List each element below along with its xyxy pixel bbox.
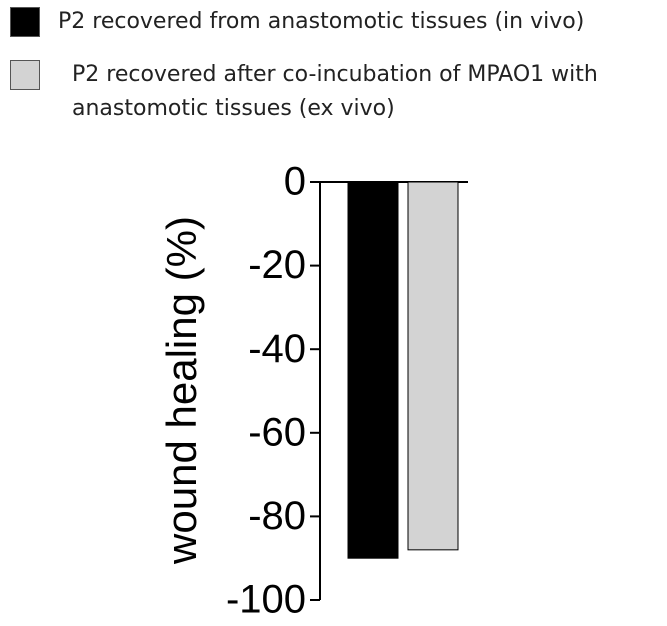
y-tick-label: -80 xyxy=(248,494,306,538)
legend-swatch xyxy=(10,60,40,90)
legend-label: P2 recovered from anastomotic tissues (i… xyxy=(58,9,585,34)
y-tick-label: -40 xyxy=(248,327,306,371)
bar xyxy=(347,181,399,559)
y-tick-label: 0 xyxy=(284,160,306,204)
y-axis-label: wound healing (%) xyxy=(158,216,205,565)
legend-label: P2 recovered after co-incubation of MPAO… xyxy=(72,62,598,121)
legend-entry: P2 recovered from anastomotic tissues (i… xyxy=(10,5,660,39)
y-tick-label: -20 xyxy=(248,243,306,287)
legend-entry: P2 recovered after co-incubation of MPAO… xyxy=(10,58,650,126)
y-tick-label: -60 xyxy=(248,410,306,454)
y-tick-label: -100 xyxy=(226,578,306,622)
legend-swatch xyxy=(10,7,40,37)
bar xyxy=(407,181,459,551)
